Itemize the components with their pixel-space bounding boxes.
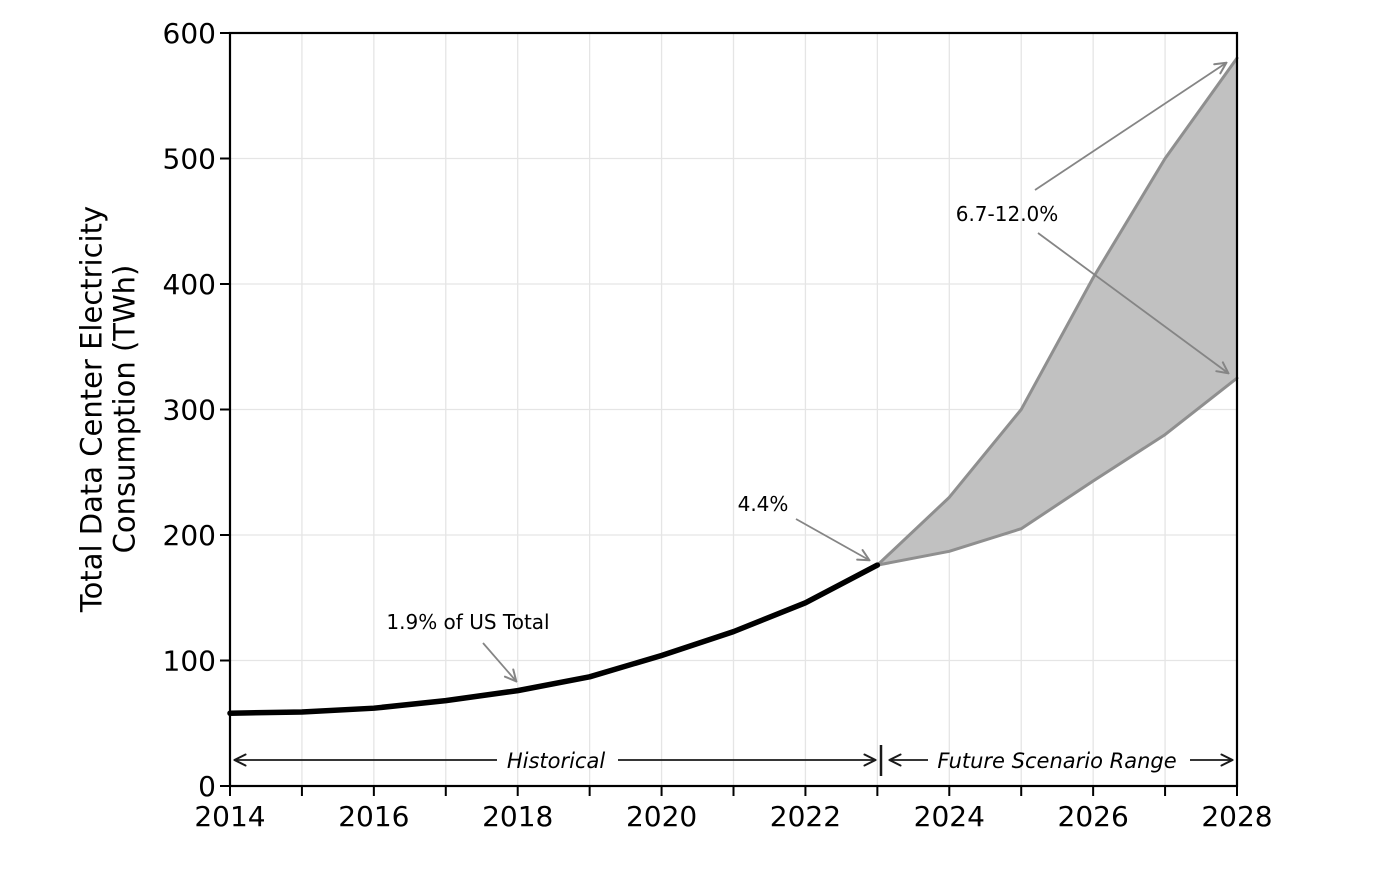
band-lower-edge <box>875 376 1239 567</box>
historical-line <box>227 562 881 716</box>
annotation-share-2018: 1.9% of US Total <box>386 610 550 681</box>
y-tick-label: 600 <box>163 17 216 50</box>
future-scenario-band <box>875 56 1239 567</box>
y-axis-title: Total Data Center ElectricityConsumption… <box>75 206 142 613</box>
annotation-share-2023: 4.4% <box>738 492 869 560</box>
annotation-arrow <box>482 642 516 681</box>
historical-range-label: Historical <box>507 749 606 773</box>
y-axis-title-line: Total Data Center Electricity <box>75 206 109 613</box>
y-axis-title-line: Consumption (TWh) <box>108 265 142 554</box>
x-tick-label: 2016 <box>338 800 409 833</box>
x-tick-label: 2014 <box>194 800 265 833</box>
axis-ticks <box>220 32 1238 796</box>
band-upper-edge <box>875 56 1239 567</box>
y-tick-label: 300 <box>163 394 216 427</box>
x-tick-label: 2028 <box>1201 800 1272 833</box>
y-tick-label: 400 <box>163 268 216 301</box>
annotation-text: 4.4% <box>738 492 789 516</box>
y-tick-label: 200 <box>163 519 216 552</box>
x-tick-label: 2026 <box>1058 800 1129 833</box>
future-range-indicator: Future Scenario Range <box>879 745 1232 776</box>
y-tick-label: 500 <box>163 143 216 176</box>
y-tick-label: 0 <box>198 770 216 803</box>
x-tick-label: 2022 <box>770 800 841 833</box>
tick-labels: 2014 2016 2018 2020 2022 2024 2026 2028 0 100 200 3… <box>163 17 1273 833</box>
annotation-text: 6.7-12.0% <box>956 202 1059 226</box>
future-range-label: Future Scenario Range <box>937 749 1176 773</box>
annotation-arrow <box>1037 232 1228 373</box>
annotation-text: 1.9% of US Total <box>386 610 549 634</box>
annotation-arrow <box>795 518 869 560</box>
y-tick-label: 100 <box>163 645 216 678</box>
annotation-share-2028: 6.7-12.0% <box>956 63 1228 373</box>
historical-range-indicator: Historical <box>235 749 875 773</box>
x-tick-label: 2018 <box>482 800 553 833</box>
band-fill <box>877 58 1237 566</box>
annotation-arrow <box>1034 63 1226 191</box>
x-tick-label: 2024 <box>914 800 985 833</box>
x-tick-label: 2020 <box>626 800 697 833</box>
